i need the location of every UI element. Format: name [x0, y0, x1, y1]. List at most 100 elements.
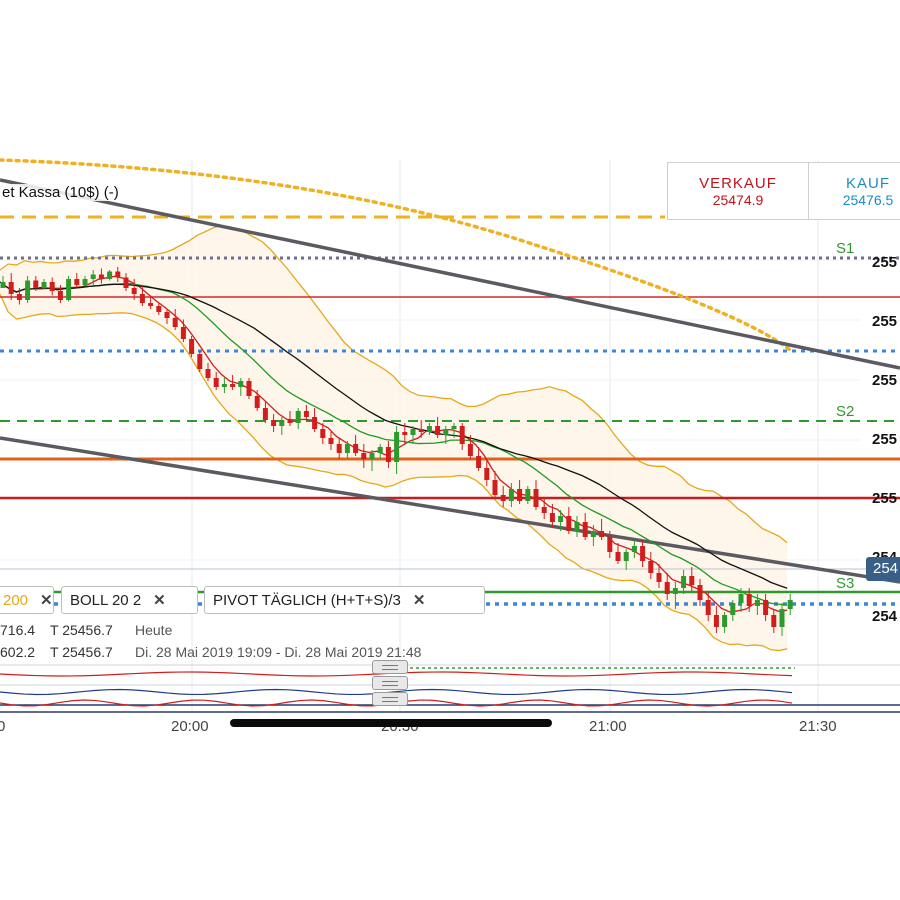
candle-body — [394, 432, 400, 462]
candle-body — [722, 615, 728, 627]
candle-body — [8, 282, 14, 294]
candle-body — [287, 420, 293, 423]
candle-body — [558, 516, 564, 522]
candle-body — [320, 429, 326, 438]
y-tick-label: 255 — [872, 313, 898, 330]
candle-body — [66, 279, 72, 300]
candle-body — [672, 588, 678, 594]
close-icon[interactable]: ✕ — [153, 592, 166, 609]
trend-lines — [0, 178, 900, 584]
candle-body — [492, 480, 498, 495]
candle-body — [271, 420, 277, 426]
chip-boll-label: BOLL 20 2 — [70, 591, 142, 609]
x-tick-label: 0 — [0, 718, 6, 735]
candle-body — [344, 444, 350, 453]
candle-body — [295, 411, 301, 423]
candle-body — [484, 468, 490, 480]
sell-quote-button[interactable]: VERKAUF 25474.9 — [667, 162, 809, 220]
candle-body — [410, 429, 416, 435]
candle-body — [566, 516, 572, 531]
indicator-chip-pivot[interactable]: PIVOT TÄGLICH (H+T+S)/3 ✕ — [204, 586, 485, 614]
pivot-s3-label: S3 — [836, 575, 855, 592]
candle-body — [631, 546, 637, 552]
candle-body — [98, 274, 104, 279]
candle-body — [517, 489, 523, 501]
candle-body — [525, 489, 531, 501]
candle-body — [730, 603, 736, 615]
candle-body — [623, 552, 629, 561]
pivot-s1-label: S1 — [836, 240, 855, 257]
candle-body — [82, 279, 88, 285]
candle-body — [681, 576, 687, 588]
indicator-chip-boll[interactable]: BOLL 20 2 ✕ — [61, 586, 198, 614]
candle-body — [689, 576, 695, 585]
candle-body — [328, 438, 334, 444]
candle-body — [361, 453, 367, 459]
candle-body — [180, 327, 186, 339]
ma-green-line — [0, 281, 788, 606]
buy-quote-button[interactable]: KAUF 25476.5 — [808, 162, 900, 220]
candle-body — [754, 600, 760, 606]
candle-body — [533, 489, 539, 507]
candle-body — [656, 573, 662, 582]
sell-label: VERKAUF — [699, 175, 777, 192]
candle-body — [697, 585, 703, 600]
buy-label: KAUF — [845, 175, 890, 192]
candle-body — [418, 429, 424, 432]
panel-resize-handle[interactable] — [372, 692, 408, 706]
candle-body — [549, 513, 555, 522]
candle-body — [0, 282, 6, 288]
chip-pivot-label: PIVOT TÄGLICH (H+T+S)/3 — [213, 591, 401, 609]
upper-trend-line — [0, 178, 900, 370]
buy-price: 25476.5 — [842, 192, 894, 208]
y-tick-label: 255 — [872, 254, 898, 271]
candle-body — [148, 303, 154, 306]
candle-body — [25, 280, 31, 300]
x-tick-label: 20:00 — [171, 718, 209, 735]
ma-black-line — [0, 281, 788, 589]
info-high-2: 602.2 — [0, 644, 36, 660]
candle-body — [476, 456, 482, 468]
candle-body — [279, 420, 285, 426]
candle-body — [451, 426, 457, 429]
candle-body — [599, 531, 605, 537]
candle-body — [582, 522, 588, 537]
candle-body — [49, 282, 55, 291]
info-low-1: T 25456.7 — [50, 622, 113, 638]
candle-body — [787, 600, 793, 609]
candle-body — [353, 444, 359, 453]
candle-body — [221, 384, 227, 387]
oscillator-line — [0, 688, 793, 696]
candle-body — [443, 429, 449, 435]
pivot-s2-label: S2 — [836, 403, 855, 420]
sell-price: 25474.9 — [712, 192, 764, 208]
current-price-tag: 254 — [866, 557, 900, 581]
ma-red-line — [0, 275, 788, 613]
close-icon[interactable]: ✕ — [412, 592, 426, 609]
indicator-subpanel — [0, 664, 900, 713]
candle-body — [254, 396, 260, 408]
candle-body — [172, 318, 178, 327]
candle-body — [213, 378, 219, 387]
panel-resize-handle[interactable] — [372, 676, 408, 690]
candle-body — [197, 354, 203, 369]
y-tick-label: 254 — [872, 608, 898, 625]
home-indicator[interactable] — [230, 719, 552, 727]
candle-body — [664, 582, 670, 594]
y-tick-label: 255 — [872, 431, 898, 448]
indicator-chip-ma200[interactable]: 200 ✕ — [0, 586, 54, 614]
candle-body — [508, 489, 514, 501]
candle-body — [246, 381, 252, 396]
panel-resize-handle[interactable] — [372, 660, 408, 674]
candle-body — [164, 312, 170, 318]
info-low-2: T 25456.7 — [50, 644, 113, 660]
candle-body — [33, 280, 39, 288]
candle-body — [336, 444, 342, 453]
candle-body — [426, 426, 432, 432]
candle-body — [574, 522, 580, 531]
close-icon[interactable]: ✕ — [40, 592, 53, 609]
candle-body — [385, 447, 391, 462]
y-tick-label: 255 — [872, 372, 898, 389]
candle-body — [189, 339, 195, 354]
